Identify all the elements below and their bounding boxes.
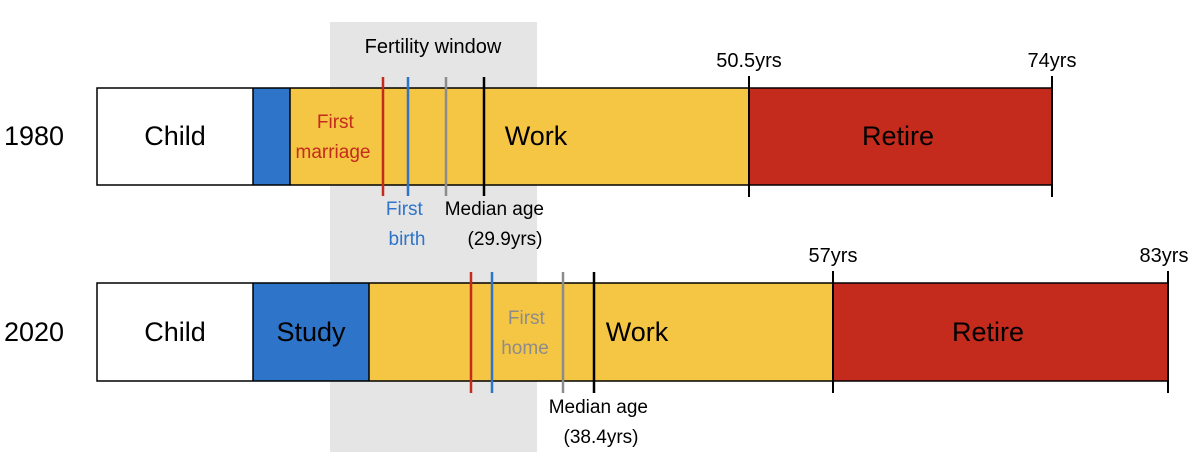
fertility-window-label: Fertility window (365, 36, 502, 58)
median-age-label-line1: Median age (549, 397, 648, 418)
lifespan-end-label: 74yrs (1028, 50, 1077, 72)
work-segment (369, 283, 833, 381)
study-segment (253, 88, 290, 185)
first-home-label: First home (501, 308, 550, 359)
first-home-label-line1: First (508, 308, 546, 329)
child-label: Child (144, 121, 206, 151)
median-age-label: Median age (29.9yrs) (445, 199, 550, 250)
row-2020: 2020 Child Study Work Retire 57yrs 83yrs… (4, 245, 1188, 448)
median-age-label-line1: Median age (445, 199, 544, 220)
child-label: Child (144, 317, 206, 347)
work-segment (290, 88, 749, 185)
first-marriage-label-line1: First (317, 112, 355, 133)
retire-segment (833, 283, 1168, 381)
work-label: Work (505, 121, 568, 151)
retire-segment (749, 88, 1052, 185)
first-marriage-label-line2: marriage (296, 142, 371, 163)
retire-start-age-label: 50.5yrs (716, 50, 782, 72)
row-1980: 1980 Child Work Retire 50.5yrs 74yrs Fir… (4, 50, 1076, 250)
first-birth-label-line2: birth (389, 229, 426, 250)
retire-start-age-label: 57yrs (809, 245, 858, 267)
lifespan-end-label: 83yrs (1140, 245, 1189, 267)
child-segment (97, 88, 253, 185)
retire-label: Retire (952, 317, 1024, 347)
median-age-label-line2: (29.9yrs) (468, 229, 543, 250)
child-segment (97, 283, 253, 381)
first-marriage-label: First marriage (296, 112, 371, 163)
study-label: Study (276, 317, 346, 347)
retire-label: Retire (862, 121, 934, 151)
first-birth-label: First birth (386, 199, 428, 250)
row-year-label: 1980 (4, 121, 64, 151)
first-birth-label-line1: First (386, 199, 424, 220)
work-label: Work (606, 317, 669, 347)
median-age-label-line2: (38.4yrs) (564, 427, 639, 448)
median-age-label: Median age (38.4yrs) (549, 397, 654, 448)
study-segment (253, 283, 369, 381)
first-home-label-line2: home (501, 338, 549, 359)
row-year-label: 2020 (4, 317, 64, 347)
